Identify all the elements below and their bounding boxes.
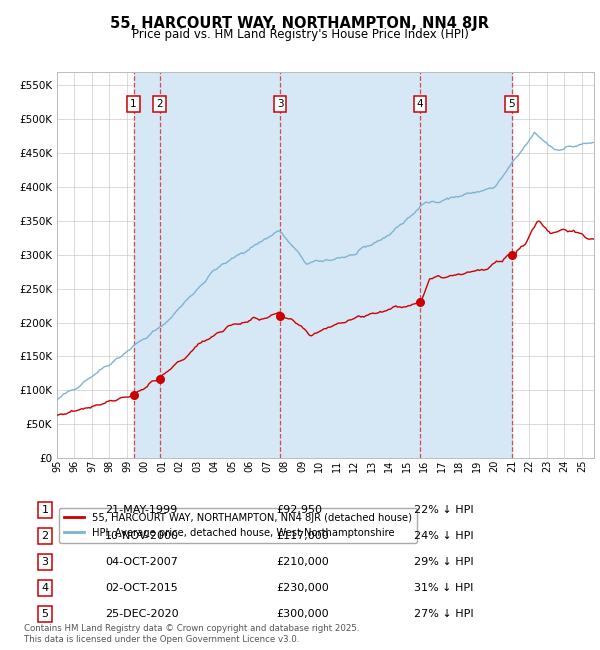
Bar — [280, 72, 420, 458]
Text: 4: 4 — [416, 99, 423, 109]
Text: 24% ↓ HPI: 24% ↓ HPI — [414, 531, 473, 541]
Bar — [420, 72, 512, 458]
Text: 55, HARCOURT WAY, NORTHAMPTON, NN4 8JR: 55, HARCOURT WAY, NORTHAMPTON, NN4 8JR — [110, 16, 490, 31]
Text: 1: 1 — [41, 505, 49, 515]
Text: 27% ↓ HPI: 27% ↓ HPI — [414, 609, 473, 619]
Text: 4: 4 — [41, 583, 49, 593]
Text: 10-NOV-2000: 10-NOV-2000 — [105, 531, 179, 541]
Legend: 55, HARCOURT WAY, NORTHAMPTON, NN4 8JR (detached house), HPI: Average price, det: 55, HARCOURT WAY, NORTHAMPTON, NN4 8JR (… — [59, 508, 418, 543]
Text: Price paid vs. HM Land Registry's House Price Index (HPI): Price paid vs. HM Land Registry's House … — [131, 28, 469, 41]
Text: 1: 1 — [130, 99, 137, 109]
Text: 25-DEC-2020: 25-DEC-2020 — [105, 609, 179, 619]
Text: 29% ↓ HPI: 29% ↓ HPI — [414, 557, 473, 567]
Text: £210,000: £210,000 — [276, 557, 329, 567]
Text: Contains HM Land Registry data © Crown copyright and database right 2025.
This d: Contains HM Land Registry data © Crown c… — [24, 624, 359, 644]
Text: 2: 2 — [41, 531, 49, 541]
Text: £117,000: £117,000 — [276, 531, 329, 541]
Text: 3: 3 — [277, 99, 283, 109]
Text: 3: 3 — [41, 557, 49, 567]
Text: 5: 5 — [508, 99, 515, 109]
Text: £92,950: £92,950 — [276, 505, 322, 515]
Text: 21-MAY-1999: 21-MAY-1999 — [105, 505, 177, 515]
Bar — [134, 72, 160, 458]
Text: £300,000: £300,000 — [276, 609, 329, 619]
Text: 31% ↓ HPI: 31% ↓ HPI — [414, 583, 473, 593]
Bar — [160, 72, 280, 458]
Text: £230,000: £230,000 — [276, 583, 329, 593]
Text: 04-OCT-2007: 04-OCT-2007 — [105, 557, 178, 567]
Text: 5: 5 — [41, 609, 49, 619]
Text: 22% ↓ HPI: 22% ↓ HPI — [414, 505, 473, 515]
Text: 2: 2 — [156, 99, 163, 109]
Text: 02-OCT-2015: 02-OCT-2015 — [105, 583, 178, 593]
